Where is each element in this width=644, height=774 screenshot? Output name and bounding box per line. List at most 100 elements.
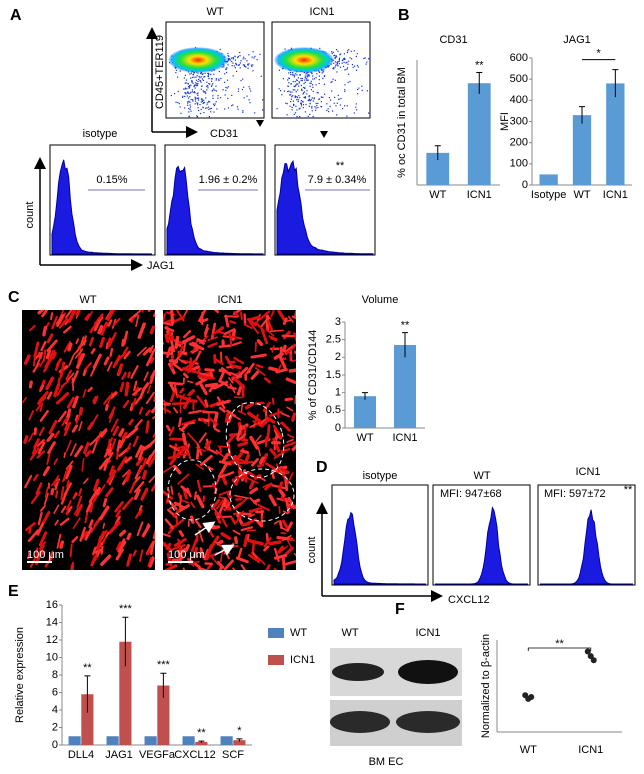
mfi-label: MFI: 597±72 <box>544 488 606 500</box>
vessel <box>115 509 122 518</box>
vessel <box>213 380 229 390</box>
dot <box>227 59 230 61</box>
dot <box>184 95 186 97</box>
dot <box>199 77 201 79</box>
vessel <box>44 487 49 499</box>
dot <box>251 65 253 68</box>
dot <box>283 90 286 92</box>
dot <box>363 57 365 60</box>
vessel <box>270 310 275 318</box>
dot <box>207 101 209 104</box>
vessel <box>228 332 233 347</box>
dot <box>185 79 188 81</box>
vessel <box>172 464 182 475</box>
dot <box>332 51 334 53</box>
dot <box>189 104 191 106</box>
bar <box>606 83 625 185</box>
dot <box>356 64 359 67</box>
vessel <box>170 310 175 325</box>
vessel <box>38 426 45 437</box>
image-title: ICN1 <box>217 294 242 306</box>
vessel <box>216 515 233 519</box>
vessel <box>181 419 197 426</box>
vessel <box>269 448 277 456</box>
vessel <box>76 495 83 509</box>
histogram <box>333 511 426 585</box>
dot <box>328 97 331 99</box>
dot <box>344 105 346 107</box>
vessel <box>39 410 49 422</box>
vessel <box>236 424 243 440</box>
mfi-label: MFI: 947±68 <box>440 488 502 500</box>
dot <box>368 58 370 60</box>
vessel <box>68 354 75 367</box>
vessel <box>183 372 189 379</box>
vessel <box>206 563 213 570</box>
dot <box>212 95 214 97</box>
y-axis-label: % oc CD31 in total BM <box>396 67 408 178</box>
dot <box>300 102 302 104</box>
vessel <box>27 432 34 443</box>
vessel <box>66 408 72 418</box>
vessel <box>135 444 143 458</box>
dot <box>288 90 290 92</box>
vessel <box>293 350 296 355</box>
vessel <box>247 471 256 478</box>
vessel <box>93 478 100 492</box>
vessel <box>163 489 173 500</box>
vessel <box>240 449 250 455</box>
dot <box>231 105 233 107</box>
dot <box>340 53 342 55</box>
vessel <box>173 537 187 547</box>
vessel <box>194 350 202 362</box>
vessel <box>197 566 210 570</box>
dot <box>309 102 311 105</box>
vessel <box>202 485 213 488</box>
vessel <box>108 332 117 347</box>
vessel <box>57 410 67 423</box>
y-tick-label: 1.5 <box>326 369 341 381</box>
dot <box>192 73 195 76</box>
dot <box>242 58 244 60</box>
vessel <box>72 517 81 530</box>
vessel <box>97 484 106 497</box>
vessel <box>254 434 262 443</box>
vessel <box>264 482 273 491</box>
band <box>332 663 384 681</box>
dot <box>219 97 222 99</box>
vessel <box>293 332 296 343</box>
dot <box>303 83 305 85</box>
vessel <box>256 519 264 528</box>
vessel <box>126 553 133 567</box>
vessel <box>72 395 79 409</box>
x-tick-label: DLL4 <box>68 749 94 761</box>
dot <box>254 55 256 58</box>
dot <box>339 66 342 68</box>
vessel <box>151 347 155 354</box>
vessel <box>112 425 120 437</box>
vessel <box>33 341 40 358</box>
dot <box>207 106 210 108</box>
vessel <box>284 397 293 402</box>
vessel <box>176 394 190 402</box>
point <box>584 648 591 655</box>
vessel <box>136 346 147 357</box>
dot <box>361 85 363 87</box>
vessel <box>60 491 68 505</box>
dot <box>311 107 313 109</box>
vessel <box>126 532 132 541</box>
dot <box>322 71 324 73</box>
dot <box>184 87 187 89</box>
dot <box>210 78 213 80</box>
vessel <box>100 321 109 336</box>
vessel <box>63 421 72 437</box>
vessel <box>285 377 296 385</box>
vessel <box>45 349 52 359</box>
dot <box>339 54 341 56</box>
dot <box>291 91 293 93</box>
vessel <box>269 329 284 332</box>
dot <box>315 84 317 86</box>
dot <box>223 66 225 68</box>
